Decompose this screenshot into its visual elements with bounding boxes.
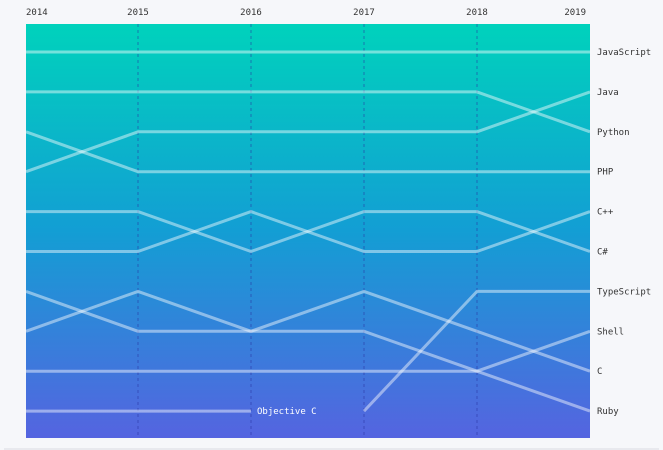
year-label-2014: 2014 [26,8,48,18]
line-shell [25,289,591,373]
series-label-typescript: TypeScript [597,287,651,297]
series-label-shell: Shell [597,327,624,337]
line-python [26,90,591,134]
year-labels: 2014 2015 2016 2017 2018 2019 [26,8,586,18]
series-label-python: Python [597,128,630,138]
year-label-2015: 2015 [127,8,149,18]
line-php [25,130,590,174]
rank-lines [25,50,591,413]
line-c- [26,210,591,253]
year-label-2018: 2018 [466,8,488,18]
line-ruby [26,369,591,413]
year-label-2017: 2017 [353,8,375,18]
plot-background [26,24,590,438]
series-label-c-: C# [597,248,608,258]
series-label-php: PHP [597,168,614,178]
series-label-objective-c: Objective C [257,407,317,417]
year-label-2019: 2019 [564,8,586,18]
series-label-java: Java [597,88,619,98]
series-label-ruby: Ruby [597,407,619,417]
year-gridlines [137,24,478,438]
series-label-javascript: JavaScript [597,48,651,58]
language-labels: JavaScript Python Java PHP C# C++ TypeScript Sh… [257,48,651,417]
series-label-c-: C++ [597,208,614,218]
line-c [25,289,591,373]
year-label-2016: 2016 [240,8,262,18]
line-typescript [362,289,590,413]
series-label-c: C [597,367,602,377]
line-java [25,90,591,174]
line-c- [26,210,591,253]
